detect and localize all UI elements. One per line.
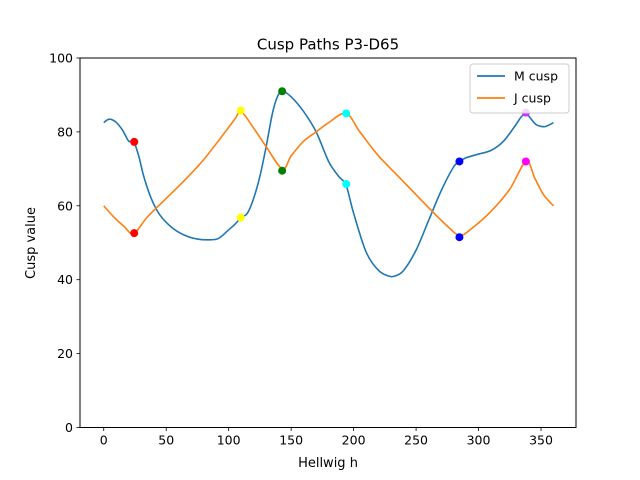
- x-tick-label: 300: [467, 433, 491, 448]
- series-line-j-cusp: [103, 110, 555, 237]
- x-tick-label: 350: [529, 433, 553, 448]
- cusp-point-marker: [278, 87, 287, 96]
- x-tick-label: 50: [158, 433, 174, 448]
- legend: M cusp J cusp: [469, 63, 570, 114]
- cusp-point-marker: [130, 229, 139, 238]
- y-tick-label: 40: [57, 272, 73, 287]
- legend-label-j-cusp: J cusp: [513, 91, 551, 106]
- series-layer: [103, 90, 555, 278]
- chart-title: Cusp Paths P3-D65: [257, 36, 399, 54]
- cusp-point-marker: [278, 166, 287, 175]
- legend-label-m-cusp: M cusp: [514, 69, 558, 84]
- x-tick-label: 250: [404, 433, 428, 448]
- x-tick-label: 150: [279, 433, 303, 448]
- points-layer: [130, 87, 530, 242]
- plot-area: [79, 57, 577, 428]
- y-tick-label: 20: [57, 346, 73, 361]
- y-axis-label: Cusp value: [24, 207, 39, 279]
- cusp-point-marker: [455, 233, 464, 242]
- cusp-point-marker: [342, 109, 351, 118]
- y-axis-ticks: 0 20 40 60 80 100: [49, 51, 80, 435]
- y-tick-label: 0: [65, 420, 73, 435]
- x-axis-ticks: 0 50 100 150 200 250 300 350: [100, 427, 553, 448]
- y-tick-label: 60: [57, 198, 73, 213]
- x-tick-label: 200: [342, 433, 366, 448]
- x-tick-label: 100: [217, 433, 241, 448]
- x-axis-label: Hellwig h: [298, 456, 358, 471]
- cusp-point-marker: [130, 137, 139, 146]
- series-line-m-cusp: [103, 90, 554, 278]
- cusp-point-marker: [455, 157, 464, 166]
- cusp-point-marker: [236, 213, 245, 222]
- cusp-point-marker: [342, 179, 351, 188]
- cusp-point-marker: [236, 106, 245, 115]
- axes-frame: [79, 57, 577, 428]
- y-tick-label: 80: [57, 124, 73, 139]
- x-tick-label: 0: [100, 433, 108, 448]
- cusp-point-marker: [521, 157, 530, 166]
- y-tick-label: 100: [49, 51, 73, 66]
